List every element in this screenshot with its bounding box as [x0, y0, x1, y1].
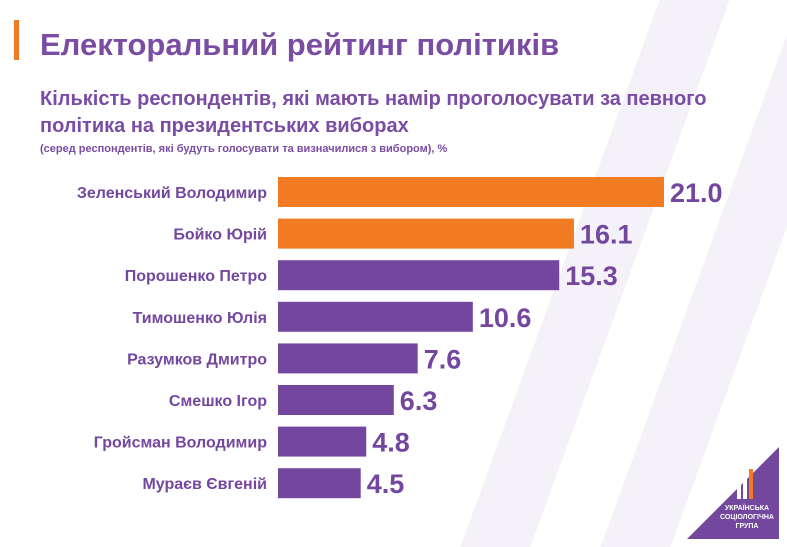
data-label: 21.0: [670, 178, 723, 208]
subtitle: Кількість респондентів, які мають намір …: [40, 88, 707, 137]
logo-line-2: СОЦІОЛОГІЧНА: [720, 514, 774, 521]
category-label: Зеленський Володимир: [77, 185, 267, 202]
bar: [278, 385, 394, 415]
bar: [278, 260, 560, 291]
bar: [278, 426, 367, 457]
data-label: 10.6: [479, 303, 532, 333]
category-label: Мураєв Євгеній: [142, 476, 267, 493]
data-label: 16.1: [580, 220, 633, 250]
category-label: Гройсман Володимир: [94, 435, 267, 452]
title-accent: [14, 20, 19, 60]
logo: УКРАЇНСЬКА СОЦІОЛОГІЧНА ГРУПА: [687, 447, 779, 539]
logo-line-1: УКРАЇНСЬКА: [725, 504, 769, 512]
bar: [278, 343, 418, 374]
logo-line-3: ГРУПА: [736, 523, 759, 530]
category-label: Порошенко Петро: [125, 268, 268, 285]
bar: [278, 301, 473, 332]
data-label: 15.3: [565, 261, 618, 291]
bar: [278, 218, 574, 249]
data-label: 7.6: [424, 344, 462, 374]
bar: [278, 468, 361, 499]
bar: [278, 177, 664, 207]
category-label: Смешко Ігор: [169, 393, 267, 410]
data-label: 6.3: [400, 386, 438, 416]
category-label: Бойко Юрій: [173, 227, 267, 244]
page-title: Електоральний рейтинг політиків: [40, 27, 560, 62]
note: (серед респондентів, які будуть голосува…: [40, 143, 448, 155]
category-label: Тимошенко Юлія: [133, 310, 267, 327]
data-label: 4.8: [372, 428, 410, 458]
category-label: Разумков Дмитро: [127, 351, 267, 368]
data-label: 4.5: [367, 469, 405, 499]
